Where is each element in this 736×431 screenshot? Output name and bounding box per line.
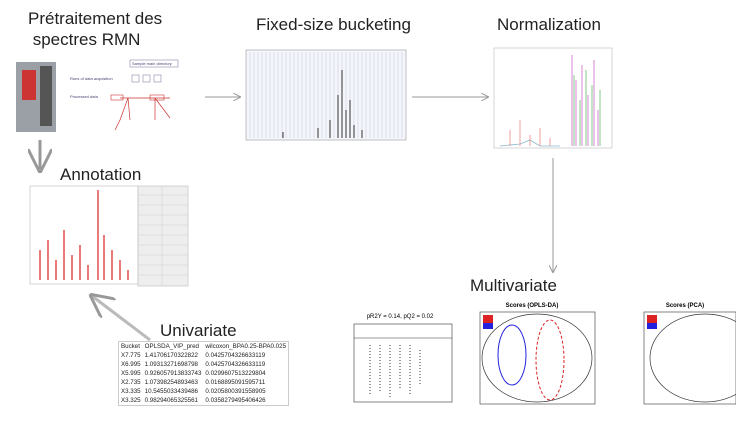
table-cell: 0.0425704326633119: [203, 360, 288, 369]
table-cell: 0.926057913833743: [143, 369, 204, 378]
table-cell: X3.325: [119, 396, 143, 406]
table-cell: X3.335: [119, 387, 143, 396]
table-cell: 0.98294065325561: [143, 396, 204, 406]
table-cell: X6.995: [119, 360, 143, 369]
step-title: Fixed-size bucketing: [256, 15, 411, 34]
table-cell: X5.995: [119, 369, 143, 378]
table-cell: 10.5455033439486: [143, 387, 204, 396]
arrow: [92, 296, 150, 340]
step-title: Multivariate: [470, 276, 557, 295]
table-cell: 0.0168895091595711: [203, 378, 288, 387]
bucketing-thumbnail: [246, 50, 406, 140]
table-cell: 0.0299607513229804: [203, 369, 288, 378]
table-cell: 0.0205800391558905: [203, 387, 288, 396]
plot-title: pR2Y = 0.14, pQ2 = 0.02: [367, 314, 434, 320]
step-title: Annotation: [60, 165, 141, 184]
step-title: Prétraitement des spectres RMN: [28, 9, 162, 49]
table-cell: Bucket: [119, 342, 143, 352]
workflow-diagram: Prétraitement des spectres RMN Fixed-siz…: [0, 0, 736, 431]
table-cell: OPLSDA_VIP_pred: [143, 342, 204, 352]
plot-title: Scores (PCA): [666, 303, 704, 309]
step-title: Univariate: [160, 321, 237, 340]
tree-label: Runs of data acquisition: [70, 76, 113, 81]
table-cell: 0.0425704326633119: [203, 351, 288, 360]
tree-label: Sample main directory: [132, 61, 172, 66]
normalization-thumbnail: [494, 48, 612, 148]
table-cell: 1.07398254893463: [143, 378, 204, 387]
table-cell: 0.0358279495406426: [203, 396, 288, 406]
plot-title: Scores (OPLS-DA): [506, 303, 559, 309]
table-cell: 1.09313271698798: [143, 360, 204, 369]
table-cell: wilcoxon_BPA0.25-BPA0.025: [203, 342, 288, 352]
oplsda-thumbnail: Scores (OPLS-DA): [480, 303, 595, 404]
table-cell: 1.41706170322822: [143, 351, 204, 360]
page: Prétraitement des spectres RMN Fixed-siz…: [0, 0, 736, 431]
annotation-thumbnail: [30, 186, 188, 286]
table-cell: X2.735: [119, 378, 143, 387]
permutation-thumbnail: pR2Y = 0.14, pQ2 = 0.02: [354, 314, 452, 402]
step-title: Normalization: [497, 15, 601, 34]
pca-thumbnail: Scores (PCA): [644, 303, 736, 404]
tree-label: Processed data: [70, 94, 99, 99]
table-cell: X7.775: [119, 351, 143, 360]
preprocessing-thumbnail: Sample main directory Runs of data acqui…: [16, 60, 178, 132]
